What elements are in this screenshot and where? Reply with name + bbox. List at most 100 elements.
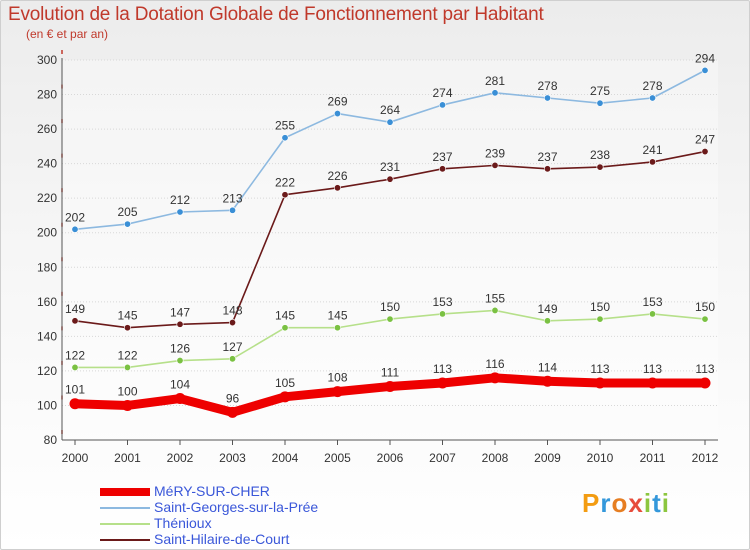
data-point bbox=[701, 315, 709, 323]
data-point bbox=[596, 163, 604, 171]
data-point bbox=[333, 110, 341, 118]
data-point bbox=[648, 94, 656, 102]
data-label: 255 bbox=[275, 119, 295, 133]
legend-label: Thénioux bbox=[154, 515, 212, 531]
data-label: 212 bbox=[170, 193, 190, 207]
data-point bbox=[176, 320, 184, 328]
legend-swatch bbox=[100, 488, 150, 496]
data-label: 145 bbox=[327, 309, 347, 323]
data-label: 145 bbox=[275, 309, 295, 323]
y-tick-label: 260 bbox=[37, 122, 57, 136]
x-tick-label: 2004 bbox=[272, 451, 299, 465]
data-label: 127 bbox=[222, 340, 242, 354]
legend-swatch bbox=[100, 539, 150, 541]
data-label: 113 bbox=[643, 362, 662, 376]
y-tick-label: 280 bbox=[37, 88, 57, 102]
logo-letter: P bbox=[582, 488, 601, 518]
data-label: 237 bbox=[537, 150, 557, 164]
legend-label: MéRY-SUR-CHER bbox=[154, 483, 270, 499]
data-label: 101 bbox=[65, 383, 85, 397]
data-label: 155 bbox=[485, 291, 505, 305]
data-label: 114 bbox=[538, 360, 557, 374]
data-point bbox=[71, 317, 79, 325]
data-point bbox=[227, 406, 238, 418]
data-point bbox=[333, 184, 341, 192]
data-label: 278 bbox=[537, 79, 557, 93]
data-point bbox=[438, 310, 446, 318]
chart-subtitle: (en € et par an) bbox=[26, 27, 109, 41]
data-label: 275 bbox=[590, 84, 610, 98]
data-point bbox=[71, 225, 79, 233]
data-point bbox=[281, 324, 289, 332]
data-point bbox=[174, 393, 186, 405]
y-tick-label: 120 bbox=[37, 364, 57, 378]
data-label: 148 bbox=[222, 304, 242, 318]
logo-letter: i bbox=[643, 488, 653, 518]
data-point bbox=[648, 158, 656, 166]
data-label: 100 bbox=[117, 384, 137, 398]
x-tick-label: 2002 bbox=[167, 451, 194, 465]
chart-title: Evolution de la Dotation Globale de Fonc… bbox=[8, 4, 544, 25]
y-tick-label: 140 bbox=[37, 329, 57, 343]
data-label: 105 bbox=[275, 376, 295, 390]
x-tick-label: 2006 bbox=[377, 451, 404, 465]
y-tick-label: 100 bbox=[37, 398, 57, 412]
data-point bbox=[69, 398, 81, 410]
data-point bbox=[701, 148, 709, 156]
data-point bbox=[386, 315, 394, 323]
data-label: 122 bbox=[65, 348, 85, 362]
data-point bbox=[176, 357, 184, 365]
data-label: 269 bbox=[327, 95, 347, 109]
data-point bbox=[596, 315, 604, 323]
data-point bbox=[281, 191, 289, 199]
x-tick-label: 2010 bbox=[587, 451, 614, 465]
data-label: 145 bbox=[117, 309, 137, 323]
data-point bbox=[384, 380, 396, 392]
data-label: 222 bbox=[275, 176, 295, 190]
data-label: 113 bbox=[433, 362, 452, 376]
x-tick-label: 2003 bbox=[219, 451, 246, 465]
data-point bbox=[386, 118, 394, 126]
x-tick-label: 2008 bbox=[482, 451, 509, 465]
legend-swatch bbox=[100, 507, 150, 509]
data-label: 153 bbox=[432, 295, 452, 309]
data-point bbox=[229, 355, 237, 363]
legend-label: Saint-Hilaire-de-Court bbox=[154, 531, 290, 547]
logo-letter: r bbox=[600, 488, 612, 518]
x-tick-label: 2005 bbox=[324, 451, 351, 465]
data-point bbox=[596, 99, 604, 107]
data-point bbox=[543, 94, 551, 102]
data-label: 147 bbox=[170, 305, 190, 319]
data-point bbox=[648, 310, 656, 318]
data-label: 294 bbox=[695, 51, 715, 65]
data-point bbox=[701, 66, 709, 74]
data-label: 238 bbox=[590, 148, 610, 162]
data-label: 150 bbox=[695, 300, 715, 314]
data-point bbox=[122, 399, 133, 411]
data-label: 205 bbox=[117, 205, 137, 219]
data-label: 111 bbox=[381, 365, 400, 379]
x-tick-label: 2001 bbox=[114, 451, 141, 465]
data-point bbox=[124, 363, 132, 371]
data-label: 113 bbox=[695, 362, 714, 376]
data-label: 202 bbox=[65, 210, 85, 224]
data-point bbox=[438, 101, 446, 109]
data-point bbox=[647, 377, 658, 389]
data-label: 274 bbox=[432, 86, 452, 100]
data-label: 150 bbox=[590, 300, 610, 314]
data-point bbox=[176, 208, 184, 216]
y-tick-label: 180 bbox=[37, 260, 57, 274]
data-label: 213 bbox=[222, 191, 242, 205]
legend-swatch bbox=[100, 523, 150, 525]
data-point bbox=[229, 206, 237, 214]
data-point bbox=[489, 372, 501, 384]
logo-letter: x bbox=[628, 488, 644, 518]
data-label: 108 bbox=[327, 371, 347, 385]
data-label: 231 bbox=[380, 160, 400, 174]
data-label: 96 bbox=[226, 391, 240, 405]
logo-letter: i bbox=[661, 488, 670, 518]
data-point bbox=[124, 324, 132, 332]
data-point bbox=[124, 220, 132, 228]
data-point bbox=[437, 377, 448, 389]
